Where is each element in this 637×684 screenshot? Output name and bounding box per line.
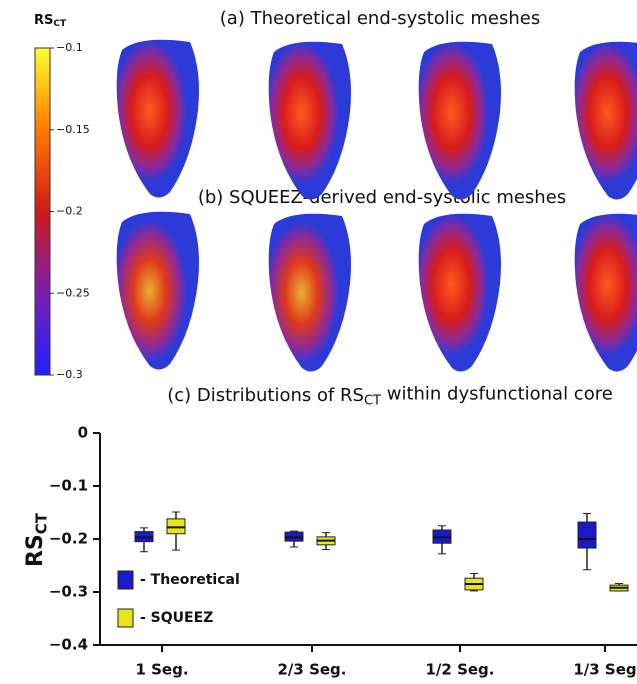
panel-title: (a) Theoretical end-systolic meshes — [220, 8, 540, 29]
x-tick-label: 1/2 Seg. — [426, 661, 495, 679]
mesh — [268, 213, 351, 372]
mesh — [268, 41, 351, 200]
legend-label: - SQUEEZ — [140, 610, 213, 626]
subscript: CT — [53, 19, 67, 29]
legend-label: - Theoretical — [140, 572, 240, 588]
colorbar-tick-label: −0.25 — [56, 286, 90, 299]
mesh — [418, 213, 501, 372]
text-part: within dysfunctional core — [381, 383, 613, 404]
colorbar-tick-label: −0.3 — [56, 368, 83, 381]
legend-swatch — [117, 570, 134, 590]
text-part: RS — [34, 13, 53, 28]
text-part: (c) Distributions of RS — [167, 385, 364, 406]
y-tick-label: −0.2 — [49, 530, 88, 548]
box — [166, 518, 186, 535]
mesh — [574, 213, 637, 372]
box — [577, 521, 597, 549]
subscript: CT — [364, 393, 381, 408]
x-tick-label: 1 Seg. — [135, 661, 188, 679]
meshes-b — [116, 211, 637, 372]
mesh — [418, 41, 501, 200]
colorbar — [34, 47, 51, 376]
mesh — [116, 39, 199, 198]
x-tick-label: 1/3 Seg — [573, 661, 636, 679]
colorbar-tick-label: −0.2 — [56, 205, 83, 218]
colorbar-tick-label: −0.1 — [56, 41, 83, 54]
mesh — [574, 41, 637, 200]
legend-swatch — [117, 608, 134, 628]
meshes-a — [116, 39, 637, 200]
chart-title: (c) Distributions of RSCT within dysfunc… — [167, 383, 613, 408]
y-tick-label: 0 — [78, 424, 88, 442]
text-part: RS — [23, 534, 48, 567]
colorbar-title: RSCT — [34, 13, 67, 29]
y-tick-label: −0.4 — [49, 636, 88, 654]
y-tick-label: −0.1 — [49, 477, 88, 495]
x-tick-label: 2/3 Seg. — [278, 661, 347, 679]
subscript: CT — [32, 512, 50, 534]
y-tick-label: −0.3 — [49, 583, 88, 601]
mesh — [116, 211, 199, 370]
panel-title: (b) SQUEEZ-derived end-systolic meshes — [198, 187, 566, 208]
colorbar-tick-label: −0.15 — [56, 123, 90, 136]
y-axis-label: RSCT — [23, 512, 50, 567]
